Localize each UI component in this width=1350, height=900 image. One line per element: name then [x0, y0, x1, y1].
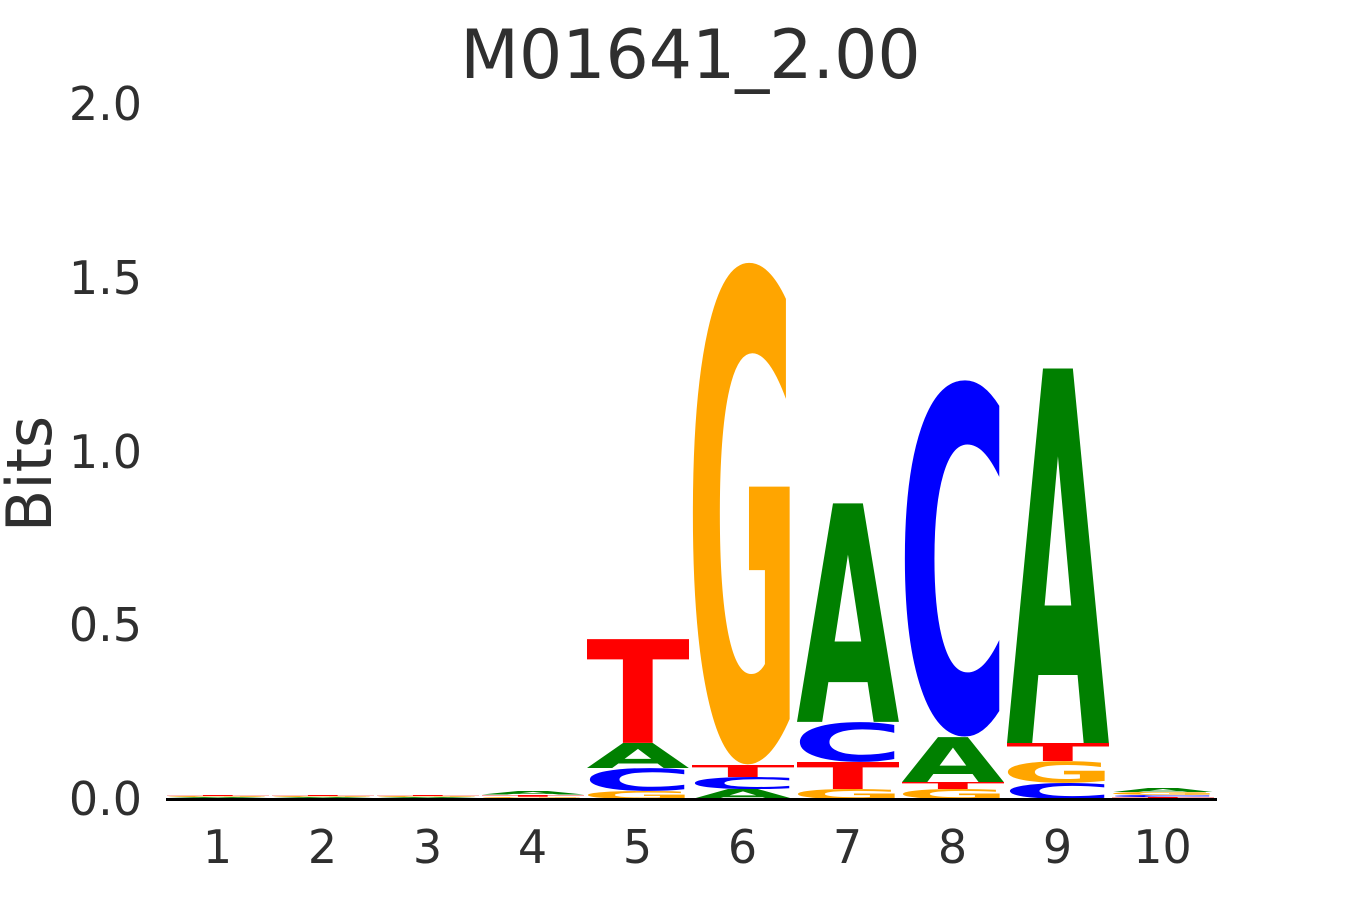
svg-text:T: T — [167, 795, 269, 796]
svg-text:T: T — [377, 795, 479, 796]
svg-text:G: G — [272, 796, 374, 797]
svg-text:G: G — [167, 796, 269, 797]
svg-text:A: A — [1112, 788, 1214, 792]
logo-letter-A: A — [1007, 368, 1109, 743]
svg-text:T: T — [692, 765, 794, 777]
logo-letter-T: T — [797, 762, 899, 789]
logo-letter-C: C — [902, 379, 1004, 737]
x-tick-label: 3 — [412, 820, 443, 874]
svg-text:A: A — [902, 737, 1004, 782]
logo-letter-C: C — [1112, 795, 1214, 797]
y-tick-label: 0.5 — [68, 598, 142, 653]
logo-letter-G: G — [797, 789, 899, 799]
svg-text:A: A — [167, 797, 269, 798]
svg-text:C: C — [902, 379, 1004, 737]
logo-letter-T: T — [902, 782, 1004, 789]
logo-letter-C: C — [1007, 783, 1109, 799]
svg-text:G: G — [1112, 792, 1214, 795]
logo-letter-A: A — [902, 737, 1004, 782]
svg-text:T: T — [1007, 743, 1109, 761]
svg-text:G: G — [902, 789, 1004, 799]
logo-letter-A: A — [377, 797, 479, 798]
x-tick-label: 7 — [832, 820, 863, 874]
logo-letter-T: T — [167, 795, 269, 796]
svg-text:C: C — [1007, 783, 1109, 799]
logo-letter-G: G — [482, 797, 584, 798]
svg-text:G: G — [377, 796, 479, 797]
x-tick-label: 2 — [307, 820, 338, 874]
logo-letter-T: T — [377, 795, 479, 796]
svg-text:G: G — [692, 261, 794, 765]
logo-letter-A: A — [272, 797, 374, 798]
logo-letter-G: G — [1007, 761, 1109, 783]
svg-text:T: T — [902, 782, 1004, 789]
logo-letter-T: T — [587, 639, 689, 743]
svg-text:T: T — [272, 795, 374, 796]
x-tick-label: 10 — [1133, 820, 1192, 874]
svg-text:G: G — [482, 797, 584, 798]
logo-letter-G: G — [1112, 792, 1214, 795]
svg-text:T: T — [797, 762, 899, 789]
y-tick-label: 1.5 — [68, 250, 142, 305]
svg-text:A: A — [377, 797, 479, 798]
y-tick-label: 1.0 — [68, 424, 142, 479]
logo-letter-G: G — [587, 791, 689, 799]
x-tick-label: 8 — [937, 820, 968, 874]
logo-letter-A: A — [692, 789, 794, 799]
logo-letter-G: G — [902, 789, 1004, 799]
svg-text:T: T — [1112, 797, 1214, 799]
svg-text:A: A — [272, 797, 374, 798]
svg-text:A: A — [587, 743, 689, 768]
svg-text:A: A — [692, 789, 794, 799]
x-tick-label: 4 — [517, 820, 548, 874]
logo-letter-A: A — [1112, 788, 1214, 792]
svg-text:T: T — [482, 795, 584, 797]
svg-text:C: C — [692, 777, 794, 789]
logo-letter-C: C — [692, 777, 794, 789]
logo-letter-A: A — [482, 791, 584, 794]
svg-text:G: G — [1007, 761, 1109, 783]
logo-letter-C: C — [797, 722, 899, 762]
y-tick-label: 0.0 — [68, 772, 142, 826]
svg-text:G: G — [587, 791, 689, 799]
svg-text:A: A — [1007, 368, 1109, 743]
logo-letter-A: A — [587, 743, 689, 768]
logo-letter-G: G — [377, 796, 479, 797]
logo-letter-G: G — [692, 261, 794, 765]
logo-letter-A: A — [167, 797, 269, 798]
x-tick-label: 5 — [622, 820, 653, 874]
logo-letter-G: G — [167, 796, 269, 797]
y-tick-label: 2.0 — [68, 77, 142, 131]
chart-title: M01641_2.00 — [460, 16, 921, 95]
svg-text:C: C — [587, 768, 689, 791]
svg-text:T: T — [587, 639, 689, 743]
x-axis-line — [166, 798, 1217, 801]
x-tick-label: 9 — [1042, 820, 1073, 874]
logo-letter-T: T — [692, 765, 794, 777]
svg-text:G: G — [797, 789, 899, 799]
logo-letter-G: G — [272, 796, 374, 797]
logo-letter-T: T — [1007, 743, 1109, 761]
logo-letter-T: T — [1112, 797, 1214, 799]
logo-letter-A: A — [797, 503, 899, 722]
logo-letter-T: T — [482, 795, 584, 797]
svg-text:A: A — [797, 503, 899, 722]
x-tick-label: 1 — [202, 820, 233, 874]
x-tick-label: 6 — [727, 820, 758, 874]
svg-text:A: A — [482, 791, 584, 794]
logo-letter-T: T — [272, 795, 374, 796]
svg-text:C: C — [1112, 795, 1214, 797]
logo-letter-C: C — [587, 768, 689, 791]
svg-text:C: C — [797, 722, 899, 762]
